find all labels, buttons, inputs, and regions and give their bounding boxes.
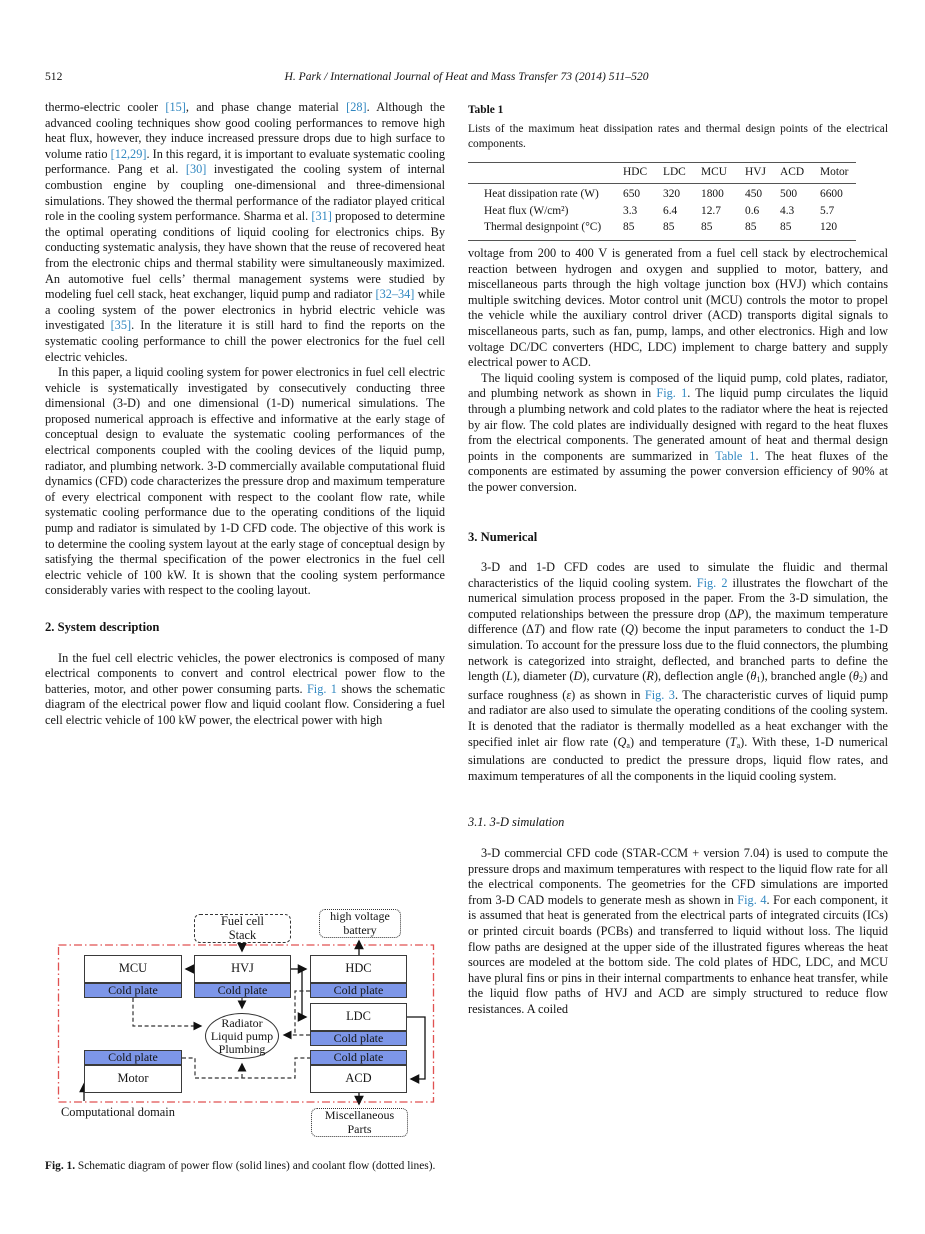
table-cell: 650 [623,188,641,201]
page-header: 512 H. Park / International Journal of H… [45,70,888,86]
fig1-box-acd: ACD [310,1065,407,1093]
table-row-label: Heat dissipation rate (W) [484,188,599,201]
paragraph: voltage from 200 to 400 V is generated f… [468,246,888,370]
paragraph: thermo-electric cooler [15], and phase c… [45,100,445,364]
table-header-cell: ACD [780,162,820,185]
table-row-label: Heat flux (W/cm²) [484,204,569,217]
table-cell: 1800 [701,188,724,201]
fig1-diagram: Fuel cell Stack high voltage battery MCU C… [45,903,445,1148]
citation-link[interactable]: Fig. 1 [656,386,688,401]
table-cell: 320 [663,188,681,201]
citation-link[interactable]: [35] [110,318,132,333]
table-header-cell: Motor [820,162,856,185]
table-row-label: Thermal designpoint (°C) [484,220,602,233]
fig1-ellipse-radiator-pump-plumbing: Radiator Liquid pump Plumbing [205,1013,279,1059]
table-row: Heat dissipation rate (W) 650 320 1800 4… [468,184,856,203]
table1: HDC LDC MCU HVJ ACD Motor Heat dissipati… [468,161,856,241]
table1-label: Table 1 [468,104,504,116]
fig1-box-ldc: LDC [310,1003,407,1031]
table1-block: Table 1 Lists of the maximum heat dissip… [468,104,888,241]
fig1-box-hdc: HDC [310,955,407,983]
paragraph: The liquid cooling system is composed of… [468,370,889,494]
table-cell: 500 [780,188,798,201]
table-cell: 12.7 [701,204,721,217]
table1-caption: Lists of the maximum heat dissipation ra… [468,123,888,150]
citation-link[interactable]: [32–34] [375,287,415,302]
citation-link[interactable]: Table 1 [715,448,756,463]
table-cell: 6600 [820,188,843,201]
table-cell: 85 [780,220,792,233]
fig1-box-mcu: MCU [84,955,182,983]
citation-link[interactable]: [28] [346,100,367,114]
table-header-cell: HVJ [745,162,780,185]
table-cell: 85 [663,220,675,233]
fig1-flow-lines [57,939,435,1106]
fig1-box-miscellaneous-parts: Miscellaneous Parts [311,1108,408,1137]
subsection-heading-3d-simulation: 3.1. 3-D simulation [468,815,565,830]
citation-link[interactable]: [12,29] [110,146,147,161]
citation-link[interactable]: [30] [185,162,207,177]
fig1-caption: Fig. 1. Schematic diagram of power flow … [45,1160,436,1173]
table-cell: 4.3 [780,204,795,217]
paragraph: 3-D and 1-D CFD codes are used to simula… [468,560,889,783]
table-cell: 0.6 [745,204,760,217]
paragraph: In the fuel cell electric vehicles, the … [45,650,445,727]
fig1-box-motor: Motor [84,1065,182,1093]
table-header-row: HDC LDC MCU HVJ ACD Motor [468,162,856,185]
table-cell: 120 [820,220,838,233]
citation-link[interactable]: Fig. 3 [644,687,675,702]
citation-link[interactable]: Fig. 4 [737,892,767,907]
table-cell: 85 [701,220,713,233]
fig1-cold-plate-hvj: Cold plate [194,983,291,998]
citation-link[interactable]: Fig. 1 [306,681,337,696]
fig1-cold-plate-ldc: Cold plate [310,1031,407,1046]
table-header-cell: LDC [663,162,701,185]
citation-link[interactable]: [31] [311,209,332,224]
fig1-cold-plate-acd: Cold plate [310,1050,407,1065]
table-header-cell [468,162,623,185]
fig1-box-high-voltage-battery: high voltage battery [319,909,401,938]
fig1-cold-plate-mcu: Cold plate [84,983,182,998]
citation-link[interactable]: Fig. 2 [696,575,728,590]
section-heading-system-description: 2. System description [45,620,160,634]
fig1-computational-domain-label: Computational domain [61,1105,175,1119]
fig1-box-hvj: HVJ [194,955,291,983]
right-column: voltage from 200 to 400 V is generated f… [468,246,888,1018]
page-number: 512 [45,70,63,83]
table-row: Thermal designpoint (°C) 85 85 85 85 85 … [468,220,856,240]
running-head: H. Park / International Journal of Heat … [284,70,649,83]
table-cell: 3.3 [623,204,638,217]
table-cell: 85 [623,220,635,233]
left-column: thermo-electric cooler [15], and phase c… [45,100,445,729]
citation-link[interactable]: [15] [165,100,186,114]
fig1-cold-plate-motor: Cold plate [84,1050,182,1065]
table-row: Heat flux (W/cm²) 3.3 6.4 12.7 0.6 4.3 5… [468,203,856,219]
paragraph: In this paper, a liquid cooling system f… [45,365,445,598]
table-header-cell: HDC [623,162,663,185]
table-cell: 450 [745,188,763,201]
table-cell: 85 [745,220,757,233]
table-cell: 6.4 [663,204,678,217]
paragraph: 3-D commercial CFD code (STAR-CCM + vers… [468,845,889,1016]
fig1-cold-plate-hdc: Cold plate [310,983,407,998]
fig1-box-fuel-cell-stack: Fuel cell Stack [194,914,291,943]
section-heading-numerical: 3. Numerical [468,529,538,544]
table-cell: 5.7 [820,204,835,217]
table-header-cell: MCU [701,162,745,185]
